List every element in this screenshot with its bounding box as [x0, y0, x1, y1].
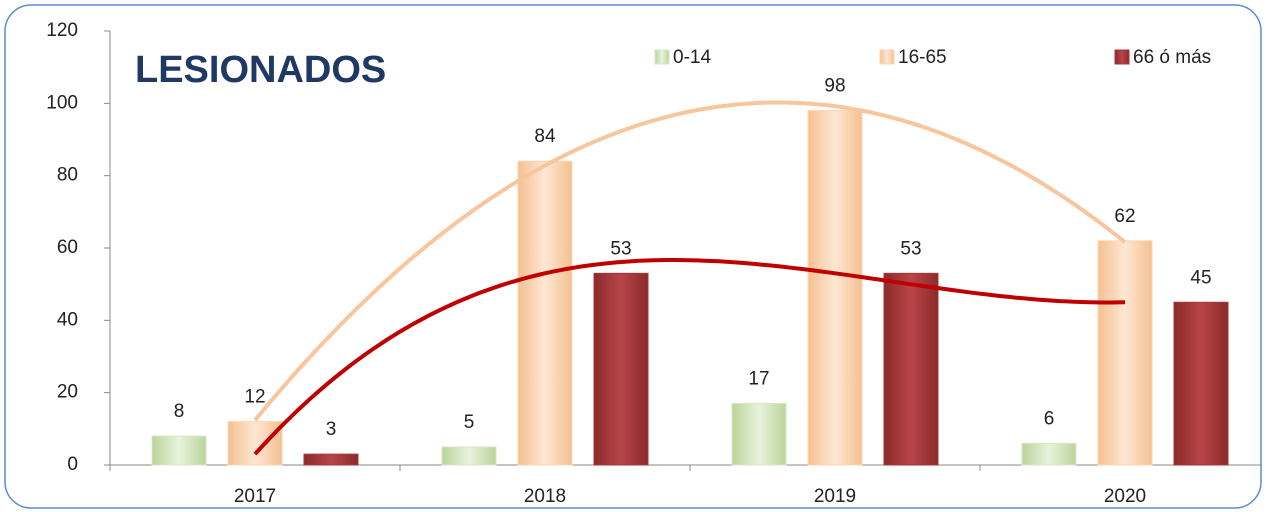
legend-label: 16-65 — [898, 47, 947, 68]
data-label: 3 — [326, 419, 337, 440]
y-tick-label: 100 — [46, 92, 78, 113]
chart-border — [4, 4, 1262, 509]
bar — [1097, 240, 1153, 466]
x-tick-label: 2019 — [814, 486, 856, 507]
bar — [227, 421, 283, 466]
trendline — [253, 100, 1127, 422]
bar — [517, 160, 573, 466]
legend-swatch — [879, 49, 895, 65]
data-label: 45 — [1190, 267, 1211, 288]
bar — [807, 110, 863, 466]
x-tick-label: 2017 — [234, 486, 276, 507]
bar — [1173, 301, 1229, 466]
data-label: 98 — [824, 76, 845, 97]
legend-label: 66 ó más — [1133, 47, 1211, 68]
data-label: 6 — [1044, 408, 1055, 429]
data-label: 8 — [174, 401, 185, 422]
bar — [1021, 442, 1077, 466]
data-label: 12 — [244, 387, 265, 408]
data-label: 17 — [748, 369, 769, 390]
data-label: 53 — [610, 238, 631, 259]
legend-swatch — [1114, 49, 1130, 65]
data-label: 53 — [900, 238, 921, 259]
chart-title: LESIONADOS — [135, 49, 386, 91]
bar — [441, 446, 497, 466]
legend-label: 0-14 — [673, 47, 711, 68]
bar — [303, 453, 359, 466]
y-tick-label: 20 — [57, 382, 78, 403]
y-tick-label: 120 — [46, 20, 78, 41]
data-label: 62 — [1114, 206, 1135, 227]
data-label: 84 — [534, 126, 556, 147]
bar — [731, 403, 787, 466]
y-tick-label: 60 — [57, 237, 78, 258]
y-tick-label: 0 — [67, 454, 78, 475]
bar — [593, 272, 649, 466]
trendline — [253, 258, 1126, 456]
y-tick-label: 80 — [57, 165, 78, 186]
bar — [883, 272, 939, 466]
data-label: 5 — [464, 412, 475, 433]
x-tick-label: 2018 — [524, 486, 566, 507]
legend-swatch — [654, 49, 670, 65]
bar — [151, 435, 207, 466]
x-tick-label: 2020 — [1104, 486, 1146, 507]
y-tick-label: 40 — [57, 309, 78, 330]
